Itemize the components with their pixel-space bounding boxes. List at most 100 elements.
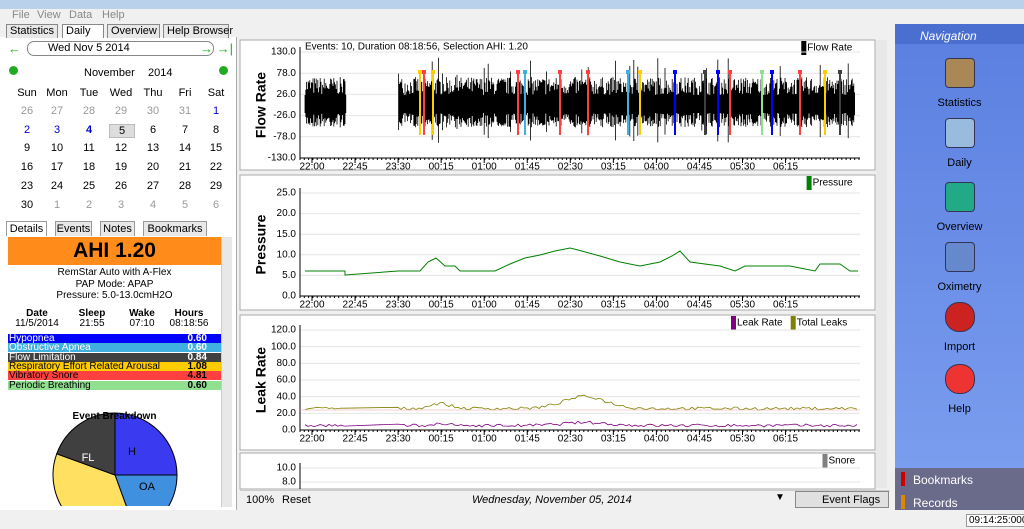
scrollbar[interactable]: [221, 237, 232, 507]
month[interactable]: November: [84, 67, 135, 79]
year[interactable]: 2014: [148, 67, 173, 79]
calendar-day[interactable]: 28: [178, 179, 192, 192]
calendar-day[interactable]: 15: [209, 142, 223, 155]
nav-item[interactable]: Statistics: [937, 97, 982, 109]
calendar-day[interactable]: 22: [209, 161, 223, 174]
calendar-day[interactable]: 20: [146, 161, 160, 174]
graph-scrollbar[interactable]: [876, 40, 887, 488]
next-month[interactable]: [219, 66, 228, 75]
calendar-day[interactable]: 24: [50, 179, 64, 192]
menu-item[interactable]: Data: [69, 9, 93, 21]
calendar-day[interactable]: 26: [114, 179, 128, 192]
reset[interactable]: Reset: [282, 494, 311, 506]
calendar-day[interactable]: 27: [50, 105, 64, 117]
detail-tab[interactable]: Notes: [100, 221, 135, 236]
x-tick-label: 04:00: [644, 162, 669, 173]
date-field[interactable]: Wed Nov 5 2014: [27, 41, 214, 56]
date-back[interactable]: ←: [8, 41, 21, 56]
menu-bar: [0, 9, 1024, 22]
calendar-day[interactable]: 11: [83, 142, 95, 155]
tab[interactable]: Statistics: [6, 24, 58, 38]
calendar-day[interactable]: 2: [85, 198, 93, 211]
nav-item[interactable]: Overview: [936, 221, 983, 233]
calendar-day[interactable]: 19: [114, 161, 128, 174]
calendar-day[interactable]: 25: [82, 179, 96, 192]
calendar-day[interactable]: 1: [53, 198, 61, 211]
detail-tab[interactable]: Bookmarks: [143, 221, 207, 236]
calendar-day[interactable]: 18: [82, 161, 96, 174]
calendar-day[interactable]: 5: [109, 123, 135, 138]
section[interactable]: Records: [913, 496, 958, 510]
x-tick-label: 22:00: [299, 434, 324, 445]
date-forward[interactable]: → →|: [200, 41, 233, 56]
nav-icon[interactable]: [945, 364, 975, 394]
calendar-day[interactable]: 6: [149, 123, 157, 136]
calendar-day[interactable]: 9: [23, 142, 31, 155]
nav-item[interactable]: Help: [948, 403, 971, 415]
nav-item[interactable]: Daily: [947, 157, 972, 169]
calendar-day[interactable]: 31: [178, 105, 192, 117]
x-tick-label: 05:30: [730, 300, 755, 311]
x-tick-label: 06:15: [773, 162, 798, 173]
calendar-day[interactable]: 29: [114, 105, 128, 117]
graph-info: Events: 10, Duration 08:18:56, Selection…: [305, 42, 528, 53]
calendar-day[interactable]: 14: [178, 142, 192, 155]
y-tick-label: 8.0: [282, 477, 296, 488]
nav-item[interactable]: Import: [943, 341, 976, 353]
tab[interactable]: Help Browser: [163, 24, 233, 38]
calendar-day[interactable]: 16: [20, 161, 34, 174]
calendar-day[interactable]: 28: [82, 105, 96, 117]
calendar-day[interactable]: 8: [212, 123, 220, 136]
menu-item[interactable]: Help: [102, 9, 125, 21]
prev-month[interactable]: [9, 66, 18, 75]
calendar-day[interactable]: 6: [212, 198, 220, 211]
zoom[interactable]: 100%: [246, 494, 275, 506]
calendar-day[interactable]: 30: [20, 198, 34, 211]
calendar-day[interactable]: 30: [146, 105, 160, 117]
calendar-day[interactable]: 26: [20, 105, 34, 117]
calendar-day[interactable]: 29: [209, 179, 223, 192]
menu-item[interactable]: View: [37, 9, 61, 21]
calendar-day[interactable]: 4: [85, 123, 93, 136]
flags[interactable]: Event Flags: [822, 494, 881, 506]
calendar-day[interactable]: 3: [117, 198, 125, 211]
calendar-day[interactable]: 23: [20, 179, 34, 192]
x-tick-label: 01:45: [515, 434, 540, 445]
calendar-day[interactable]: 13: [146, 142, 160, 155]
nav-icon[interactable]: [945, 118, 975, 148]
flags-arrow[interactable]: ▼: [775, 492, 785, 503]
legend-label: Snore: [829, 456, 856, 467]
event-flag-marker: [516, 70, 520, 74]
menu-item[interactable]: File: [12, 9, 30, 21]
event-flag-marker: [626, 70, 630, 74]
pie-label: H: [128, 446, 136, 458]
calendar-day[interactable]: 21: [178, 161, 192, 174]
x-tick-label: 03:15: [601, 300, 626, 311]
detail-tab[interactable]: Events: [55, 221, 92, 236]
x-tick-label: 00:15: [429, 434, 454, 445]
section[interactable]: Bookmarks: [913, 473, 974, 487]
nav-icon[interactable]: [945, 302, 975, 332]
clock: 09:14:25:000: [966, 514, 1024, 527]
calendar-day[interactable]: 12: [114, 142, 128, 155]
nav-item[interactable]: Oximetry: [937, 281, 982, 293]
calendar-day[interactable]: 7: [181, 123, 189, 136]
flags-button[interactable]: [795, 491, 889, 508]
weekday: Tue: [79, 87, 99, 99]
tab[interactable]: Overview: [107, 24, 160, 38]
calendar-day[interactable]: 3: [53, 123, 61, 136]
detail-tab[interactable]: Details: [6, 221, 47, 236]
x-tick-label: 00:15: [429, 300, 454, 311]
calendar-day[interactable]: 17: [50, 161, 64, 174]
session-header: Sleep: [78, 308, 106, 319]
calendar-day[interactable]: 2: [23, 123, 31, 136]
nav-icon[interactable]: [945, 242, 975, 272]
tab[interactable]: Daily: [62, 24, 104, 38]
calendar-day[interactable]: 1: [212, 105, 220, 117]
calendar-day[interactable]: 4: [149, 198, 157, 211]
nav-icon[interactable]: [945, 58, 975, 88]
calendar-day[interactable]: 10: [50, 142, 64, 155]
calendar-day[interactable]: 27: [146, 179, 160, 192]
calendar-day[interactable]: 5: [181, 198, 189, 211]
nav-icon[interactable]: [945, 182, 975, 212]
